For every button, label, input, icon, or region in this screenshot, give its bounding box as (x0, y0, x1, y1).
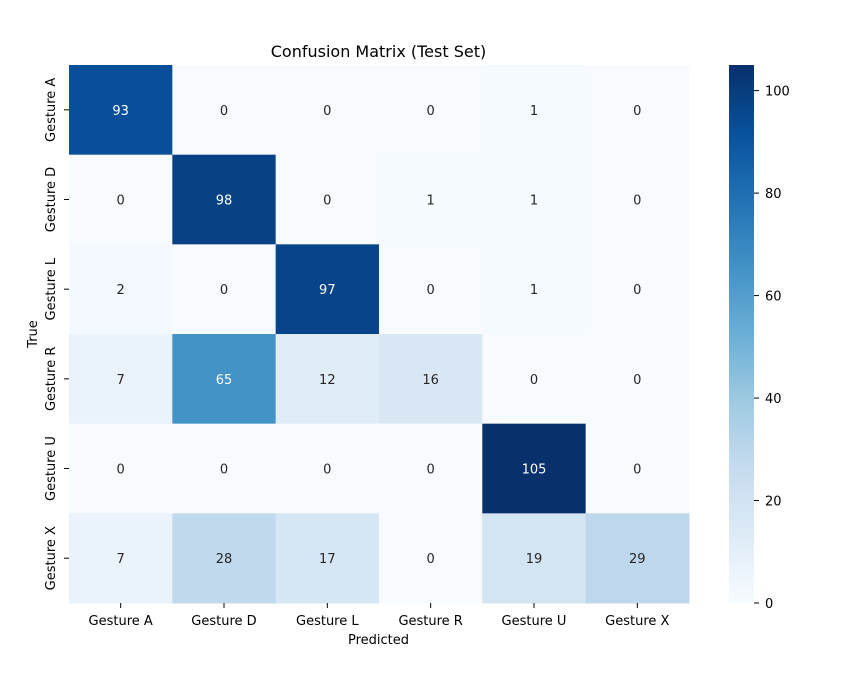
cell-value-label: 1 (530, 194, 538, 209)
cell-value-label: 0 (323, 194, 331, 209)
colorbar-gradient (729, 65, 754, 603)
cell-value-label: 0 (427, 104, 435, 119)
cell-value-label: 105 (522, 463, 547, 478)
x-tick-label: Gesture X (605, 614, 669, 629)
cell-value-label: 1 (530, 104, 538, 119)
cell-value-label: 0 (323, 104, 331, 119)
colorbar-tick-label: 40 (765, 392, 782, 407)
cell-value-label: 0 (633, 463, 641, 478)
cell-value-label: 0 (633, 194, 641, 209)
cell-value-label: 0 (530, 373, 538, 388)
cell-value-label: 0 (323, 463, 331, 478)
cell-value-label: 17 (319, 552, 336, 567)
cell-value-label: 16 (422, 373, 439, 388)
cell-value-label: 0 (427, 552, 435, 567)
heatmap-cell (482, 154, 587, 245)
x-axis: Gesture A Gesture D Gesture L Gesture R Gest… (89, 603, 670, 629)
cell-value-label: 1 (530, 283, 538, 298)
heatmap-cell (378, 513, 483, 604)
cell-value-label: 98 (216, 194, 233, 209)
heatmap-cell (585, 423, 690, 514)
heatmap-cell (378, 334, 483, 425)
heatmap-cell (482, 513, 587, 604)
cell-value-label: 97 (319, 283, 336, 298)
x-tick-label: Gesture D (191, 614, 256, 629)
heatmap-cell (378, 423, 483, 514)
heatmap-cell (275, 423, 380, 514)
y-tick-label: Gesture X (44, 526, 59, 590)
x-tick-label: Gesture A (89, 614, 153, 629)
heatmap-cell (275, 154, 380, 245)
heatmap-cell (172, 244, 277, 335)
x-tick-label: Gesture R (398, 614, 462, 629)
heatmap-cell (172, 513, 277, 604)
cell-value-label: 0 (633, 283, 641, 298)
heatmap-cell (378, 244, 483, 335)
y-tick-label: Gesture A (44, 78, 59, 142)
heatmap-cell (482, 65, 587, 156)
cell-value-label: 28 (216, 552, 233, 567)
cell-value-label: 0 (117, 194, 125, 209)
y-tick-label: Gesture U (44, 436, 59, 501)
heatmap-cell (69, 334, 173, 425)
heatmap-cell (69, 65, 173, 156)
cell-value-label: 0 (220, 463, 228, 478)
heatmap-cell (69, 154, 173, 245)
x-tick-label: Gesture L (296, 614, 359, 629)
heatmap-cell (172, 154, 277, 245)
y-tick-label: Gesture R (44, 347, 59, 411)
heatmap-cell (69, 244, 173, 335)
cell-value-label: 19 (526, 552, 543, 567)
heatmap-cell (378, 154, 483, 245)
heatmap-cell (482, 334, 587, 425)
y-tick-label: Gesture L (44, 257, 59, 320)
cell-value-label: 93 (112, 104, 129, 119)
heatmap-cell (482, 423, 587, 514)
cell-value-label: 65 (216, 373, 233, 388)
cell-value-label: 12 (319, 373, 336, 388)
colorbar-tick-label: 60 (765, 290, 782, 305)
cell-value-label: 0 (633, 104, 641, 119)
heatmap-cell (275, 334, 380, 425)
colorbar-tick-label: 80 (765, 187, 782, 202)
cell-value-label: 0 (633, 373, 641, 388)
cell-value-label: 1 (427, 194, 435, 209)
cell-value-label: 0 (117, 463, 125, 478)
heatmap-cell (585, 154, 690, 245)
colorbar-tick-label: 0 (765, 597, 773, 612)
cell-value-label: 0 (427, 463, 435, 478)
cell-value-label: 7 (117, 552, 125, 567)
colorbar-tick-label: 20 (765, 495, 782, 510)
x-axis-label: Predicted (348, 633, 409, 648)
y-axis-label: True (26, 320, 41, 349)
cell-value-label: 7 (117, 373, 125, 388)
heatmap-cell (378, 65, 483, 156)
heatmap-cell (172, 334, 277, 425)
heatmap-cell (172, 65, 277, 156)
heatmap-cell (585, 244, 690, 335)
heatmap-cell (69, 513, 173, 604)
heatmap-cell (585, 65, 690, 156)
cell-value-label: 0 (427, 283, 435, 298)
chart-title: Confusion Matrix (Test Set) (271, 42, 486, 61)
heatmap-cell (275, 65, 380, 156)
y-axis: Gesture A Gesture D Gesture L Gesture R Gest… (44, 78, 69, 590)
cell-value-label: 0 (220, 283, 228, 298)
colorbar-tick-label: 100 (765, 85, 790, 100)
colorbar: 0 20 40 60 80 100 (729, 65, 790, 612)
heatmap-cell (585, 513, 690, 604)
cell-value-label: 0 (220, 104, 228, 119)
heatmap-cells: 93 0 0 0 1 0 0 98 0 1 1 0 2 0 97 0 1 0 7 65 12 16 0 0 0 0 0 0 105 0 7 2… (69, 65, 690, 604)
heatmap-cell (482, 244, 587, 335)
cell-value-label: 2 (117, 283, 125, 298)
y-tick-label: Gesture D (44, 167, 59, 232)
heatmap-cell (172, 423, 277, 514)
heatmap-cell (585, 334, 690, 425)
x-tick-label: Gesture U (502, 614, 567, 629)
heatmap-cell (275, 513, 380, 604)
heatmap-cell (69, 423, 173, 514)
cell-value-label: 29 (629, 552, 646, 567)
heatmap-cell (275, 244, 380, 335)
